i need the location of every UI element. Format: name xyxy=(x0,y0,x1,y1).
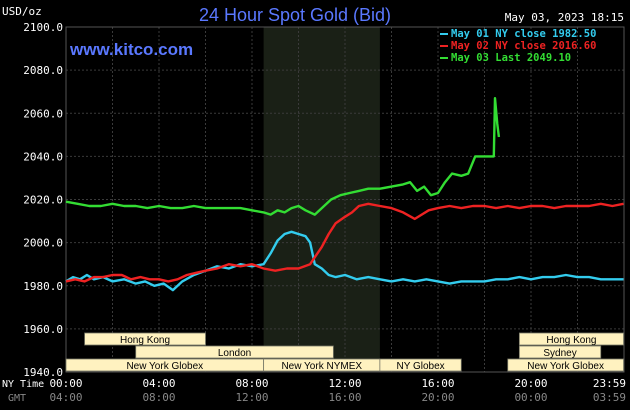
trading-sessions: Hong Kong London New York Globex New York N… xyxy=(65,332,624,372)
session-box xyxy=(518,332,624,346)
brand-url: www.kitco.com xyxy=(69,40,193,59)
series-line xyxy=(65,97,501,216)
x-tick-label-nytime: 12:00 xyxy=(328,377,361,390)
x-tick-label-nytime: 04:00 xyxy=(142,377,175,390)
session-label: Sydney xyxy=(543,348,576,359)
session-box xyxy=(84,332,206,346)
x-tick-label-nytime: 08:00 xyxy=(235,377,268,390)
x-tick-label-nytime: 00:00 xyxy=(49,377,82,390)
chart-title: 24 Hour Spot Gold (Bid) xyxy=(199,5,391,25)
legend-item: May 01 NY close 1982.50 xyxy=(451,28,596,40)
series-line xyxy=(65,202,624,283)
session-label: New York NYMEX xyxy=(281,361,362,372)
session-label: London xyxy=(218,348,251,359)
x-tick-label-gmt: 04:00 xyxy=(49,391,82,404)
session-label: Hong Kong xyxy=(546,335,596,346)
x-tick-label-nytime: 23:59 xyxy=(593,377,626,390)
session-label: New York Globex xyxy=(527,361,604,372)
y-tick-label: 2020.0 xyxy=(23,194,63,207)
session-box xyxy=(379,358,462,372)
series-line xyxy=(65,230,624,292)
legend-item: May 03 Last 2049.10 xyxy=(451,52,571,64)
x-axis-nytime-label: NY Time xyxy=(2,379,44,390)
x-tick-labels: 00:0004:0004:0008:0008:0012:0012:0016:00… xyxy=(49,377,626,404)
x-tick-label-gmt: 20:00 xyxy=(421,391,454,404)
session-box xyxy=(518,345,602,359)
x-tick-label-nytime: 16:00 xyxy=(421,377,454,390)
y-tick-label: 2060.0 xyxy=(23,107,63,120)
y-tick-label: 1960.0 xyxy=(23,323,63,336)
y-tick-label: 2100.0 xyxy=(23,21,63,34)
y-tick-label: 2080.0 xyxy=(23,64,63,77)
y-tick-label: 2040.0 xyxy=(23,150,63,163)
session-box xyxy=(135,345,334,359)
x-axis-gmt-label: GMT xyxy=(8,393,26,404)
price-series xyxy=(65,97,624,292)
session-label: Hong Kong xyxy=(120,335,170,346)
x-tick-label-gmt: 16:00 xyxy=(328,391,361,404)
y-tick-label: 1980.0 xyxy=(23,280,63,293)
y-axis-label: USD/oz xyxy=(2,5,42,18)
timestamp: May 03, 2023 18:15 xyxy=(505,11,624,24)
x-tick-label-gmt: 03:59 xyxy=(593,391,626,404)
x-tick-label-gmt: 00:00 xyxy=(514,391,547,404)
y-tick-label: 2000.0 xyxy=(23,237,63,250)
x-tick-label-gmt: 08:00 xyxy=(142,391,175,404)
x-tick-label-gmt: 12:00 xyxy=(235,391,268,404)
session-label: NY Globex xyxy=(396,361,444,372)
session-box xyxy=(507,358,624,372)
session-label: New York Globex xyxy=(126,361,203,372)
plot-frame xyxy=(65,26,625,373)
x-tick-label-nytime: 20:00 xyxy=(514,377,547,390)
y-tick-labels: 2100.0 2080.0 2060.0 2040.0 2020.0 2000.0 1980… xyxy=(23,21,63,379)
y-tick-label: 1940.0 xyxy=(23,366,63,379)
legend-item: May 02 NY close 2016.60 xyxy=(451,40,596,52)
